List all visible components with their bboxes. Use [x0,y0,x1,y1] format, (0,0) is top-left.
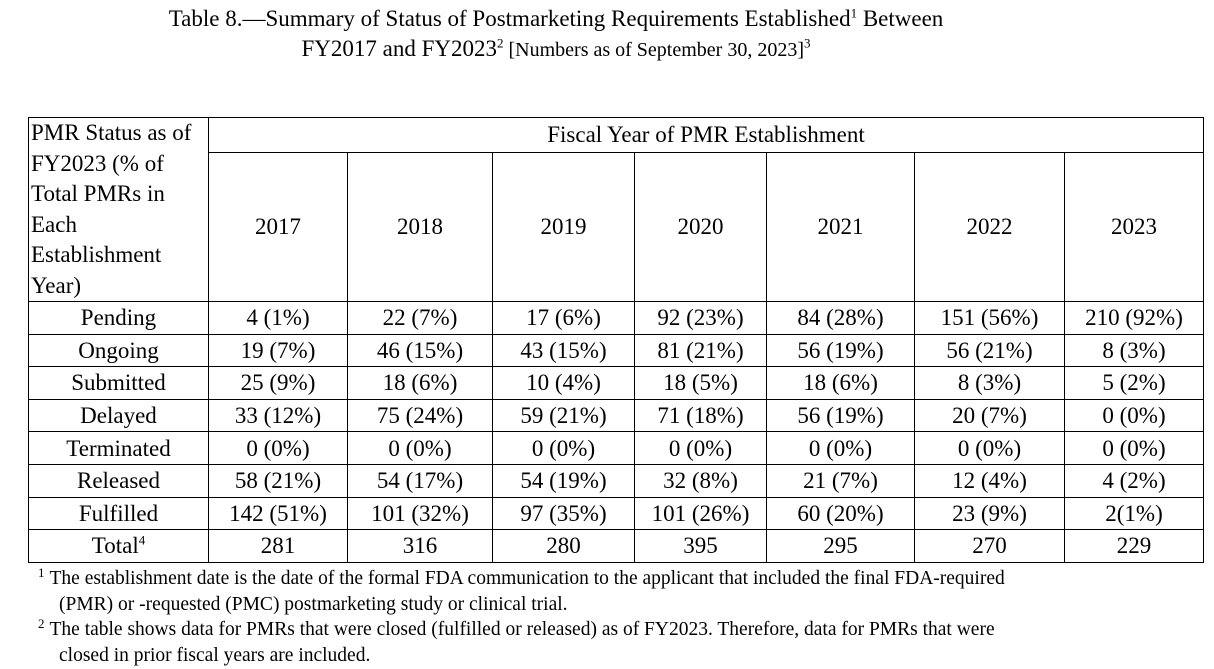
year-header: 2018 [347,151,493,303]
table-cell: 46 (15%) [347,333,493,368]
table-cell: 8 (3%) [914,366,1065,400]
table-cell: 20 (7%) [914,398,1065,433]
table-title-line-2: FY2017 and FY20232 [Numbers as of Septem… [301,35,811,61]
table-cell: 12 (4%) [914,463,1065,498]
row-label: Pending [28,301,209,335]
table-cell: 101 (26%) [634,496,767,531]
table-cell: 0 (0%) [914,431,1065,465]
table-cell: 0 (0%) [347,431,493,465]
table-cell: 0 (0%) [766,431,915,465]
table-cell: 43 (15%) [492,333,635,368]
year-header: 2023 [1063,151,1205,303]
total-label: Total4 [28,529,209,563]
total-cell: 316 [347,529,493,563]
table-cell: 59 (21%) [492,398,635,433]
year-header: 2022 [914,151,1065,303]
table-cell: 5 (2%) [1063,366,1205,400]
table-cell: 0 (0%) [1063,431,1205,465]
table-cell: 4 (1%) [208,301,348,335]
footnote-2: 2 The table shows data for PMRs that were… [38,615,995,667]
table-cell: 60 (20%) [766,496,915,531]
table-cell: 22 (7%) [347,301,493,335]
row-label: Fulfilled [28,496,209,531]
total-cell: 280 [492,529,635,563]
total-cell: 281 [208,529,348,563]
table-cell: 81 (21%) [634,333,767,368]
total-cell: 395 [634,529,767,563]
table-cell: 56 (19%) [766,398,915,433]
table-cell: 32 (8%) [634,463,767,498]
table-cell: 97 (35%) [492,496,635,531]
row-label: Ongoing [28,333,209,368]
row-label: Terminated [28,431,209,465]
total-cell: 270 [914,529,1065,563]
table-cell: 0 (0%) [634,431,767,465]
table-title-line-1: Table 8.—Summary of Status of Postmarket… [168,5,944,31]
table-cell: 18 (6%) [766,366,915,400]
table-row: Delayed 33 (12%) 75 (24%) 59 (21%) 71 (18%) 5… [28,398,1205,433]
table-cell: 54 (17%) [347,463,493,498]
year-header: 2021 [766,151,915,303]
table-cell: 0 (0%) [492,431,635,465]
table-cell: 58 (21%) [208,463,348,498]
table-cell: 23 (9%) [914,496,1065,531]
table-row: Ongoing 19 (7%) 46 (15%) 43 (15%) 81 (21%) 56… [28,333,1205,368]
table-cell: 71 (18%) [634,398,767,433]
table-cell: 75 (24%) [347,398,493,433]
table-cell: 54 (19%) [492,463,635,498]
table-cell: 18 (6%) [347,366,493,400]
table-cell: 10 (4%) [492,366,635,400]
row-label: Released [28,463,209,498]
table-cell: 210 (92%) [1063,301,1205,335]
table-cell: 19 (7%) [208,333,348,368]
total-cell: 295 [766,529,915,563]
table-cell: 92 (23%) [634,301,767,335]
table-cell: 2(1%) [1063,496,1205,531]
table-row: Submitted 25 (9%) 18 (6%) 10 (4%) 18 (5%) 18 … [28,366,1205,400]
row-label: Submitted [28,366,209,400]
pmr-status-table: PMR Status as of FY2023 (% of Total PMRs… [28,117,1205,563]
table-cell: 151 (56%) [914,301,1065,335]
table-cell: 101 (32%) [347,496,493,531]
table-cell: 25 (9%) [208,366,348,400]
table-cell: 56 (19%) [766,333,915,368]
year-header: 2019 [492,151,635,303]
status-column-header: PMR Status as of FY2023 (% of Total PMRs… [28,117,209,302]
table-row: Pending 4 (1%) 22 (7%) 17 (6%) 92 (23%) 84 (2… [28,301,1205,335]
total-row: Total4 281 316 280 395 295 270 229 [28,529,1205,563]
table-cell: 56 (21%) [914,333,1065,368]
table-row: Terminated 0 (0%) 0 (0%) 0 (0%) 0 (0%) 0 (0%)… [28,431,1205,465]
total-cell: 229 [1063,529,1205,563]
table-cell: 4 (2%) [1063,463,1205,498]
year-header: 2020 [634,151,767,303]
table-row: Released 58 (21%) 54 (17%) 54 (19%) 32 (8%) 2… [28,463,1205,498]
year-header: 2017 [208,151,348,303]
table-cell: 0 (0%) [208,431,348,465]
table-cell: 84 (28%) [766,301,915,335]
table-row: Fulfilled 142 (51%) 101 (32%) 97 (35%) 101 (… [28,496,1205,531]
table-cell: 33 (12%) [208,398,348,433]
row-label: Delayed [28,398,209,433]
table-cell: 142 (51%) [208,496,348,531]
fiscal-year-header: Fiscal Year of PMR Establishment [207,117,1205,153]
table-cell: 18 (5%) [634,366,767,400]
table-cell: 17 (6%) [492,301,635,335]
table-cell: 8 (3%) [1063,333,1205,368]
table-cell: 21 (7%) [766,463,915,498]
table-cell: 0 (0%) [1063,398,1205,433]
footnote-1: 1 The establishment date is the date of t… [38,564,1005,616]
